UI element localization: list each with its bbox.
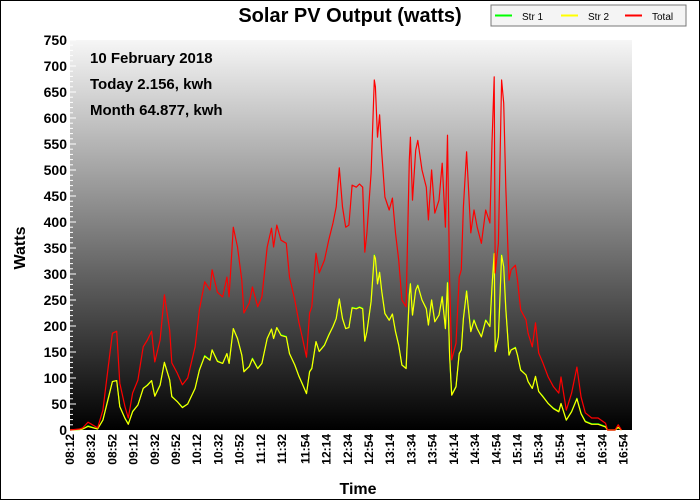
- y-tick-label: 100: [44, 370, 68, 386]
- plot-area: [70, 40, 632, 430]
- x-axis-ticks: 08:12 08:32 08:52 09:12 09:32 09:52 10:12 10:32…: [63, 434, 631, 465]
- x-tick-label: 16:14: [574, 434, 588, 465]
- x-tick-label: 16:54: [617, 434, 631, 465]
- legend: Str 1 Str 2 Total: [490, 4, 687, 27]
- x-tick-label: 08:12: [63, 434, 77, 465]
- x-tick-label: 11:54: [298, 434, 312, 464]
- x-tick-label: 16:34: [595, 434, 609, 465]
- x-tick-label: 15:14: [510, 434, 524, 465]
- legend-label: Total: [652, 12, 673, 23]
- annotation-today: Today 2.156, kwh: [90, 76, 212, 93]
- x-tick-label: 13:54: [426, 434, 440, 465]
- series-line-total: [69, 76, 622, 431]
- x-tick-label: 10:32: [211, 434, 225, 465]
- y-tick-label: 400: [44, 214, 68, 230]
- x-tick-label: 14:34: [468, 434, 482, 465]
- x-axis-label: Time: [339, 481, 376, 498]
- y-tick-label: 650: [44, 84, 68, 100]
- x-tick-label: 11:12: [254, 434, 268, 464]
- annotation-month: Month 64.877, kwh: [90, 102, 223, 119]
- y-tick-label: 50: [51, 396, 67, 412]
- y-tick-label: 450: [44, 188, 68, 204]
- legend-label: Str 2: [588, 12, 610, 23]
- x-tick-label: 08:32: [84, 434, 98, 465]
- chart-title: Solar PV Output (watts): [238, 5, 461, 27]
- legend-label: Str 1: [522, 12, 544, 23]
- x-tick-label: 09:12: [127, 434, 141, 465]
- x-tick-label: 14:54: [489, 434, 503, 465]
- x-tick-label: 12:54: [362, 434, 376, 465]
- y-axis-ticks: 0 50 100 150 200 250 300 350 400 450 500 550 600 650 7…: [44, 32, 68, 438]
- y-tick-label: 700: [44, 58, 68, 74]
- x-tick-label: 13:14: [383, 434, 397, 465]
- x-tick-label: 09:32: [148, 434, 162, 465]
- y-tick-label: 750: [44, 32, 68, 48]
- x-tick-label: 15:54: [553, 434, 567, 465]
- y-tick-label: 300: [44, 266, 68, 282]
- y-tick-label: 350: [44, 240, 68, 256]
- y-tick-label: 150: [44, 344, 68, 360]
- x-tick-label: 08:52: [105, 434, 119, 465]
- annotation-date: 10 February 2018: [90, 50, 213, 67]
- y-tick-label: 200: [44, 318, 68, 334]
- x-tick-label: 11:32: [275, 434, 289, 464]
- x-tick-label: 10:52: [233, 434, 247, 465]
- y-tick-label: 0: [59, 422, 67, 438]
- series-line-str-2: [69, 253, 622, 431]
- y-tick-label: 600: [44, 110, 68, 126]
- y-axis-label: Watts: [12, 226, 29, 269]
- x-tick-label: 09:52: [169, 434, 183, 465]
- series-lines: [69, 76, 622, 431]
- y-tick-label: 250: [44, 292, 68, 308]
- legend-box: [490, 4, 687, 27]
- x-tick-label: 10:12: [190, 434, 204, 465]
- x-tick-label: 14:14: [447, 434, 461, 465]
- y-tick-label: 500: [44, 162, 68, 178]
- x-tick-label: 12:14: [320, 434, 334, 465]
- x-tick-label: 13:34: [404, 434, 418, 465]
- x-tick-label: 12:34: [341, 434, 355, 465]
- x-tick-label: 15:34: [532, 434, 546, 465]
- y-tick-label: 550: [44, 136, 68, 152]
